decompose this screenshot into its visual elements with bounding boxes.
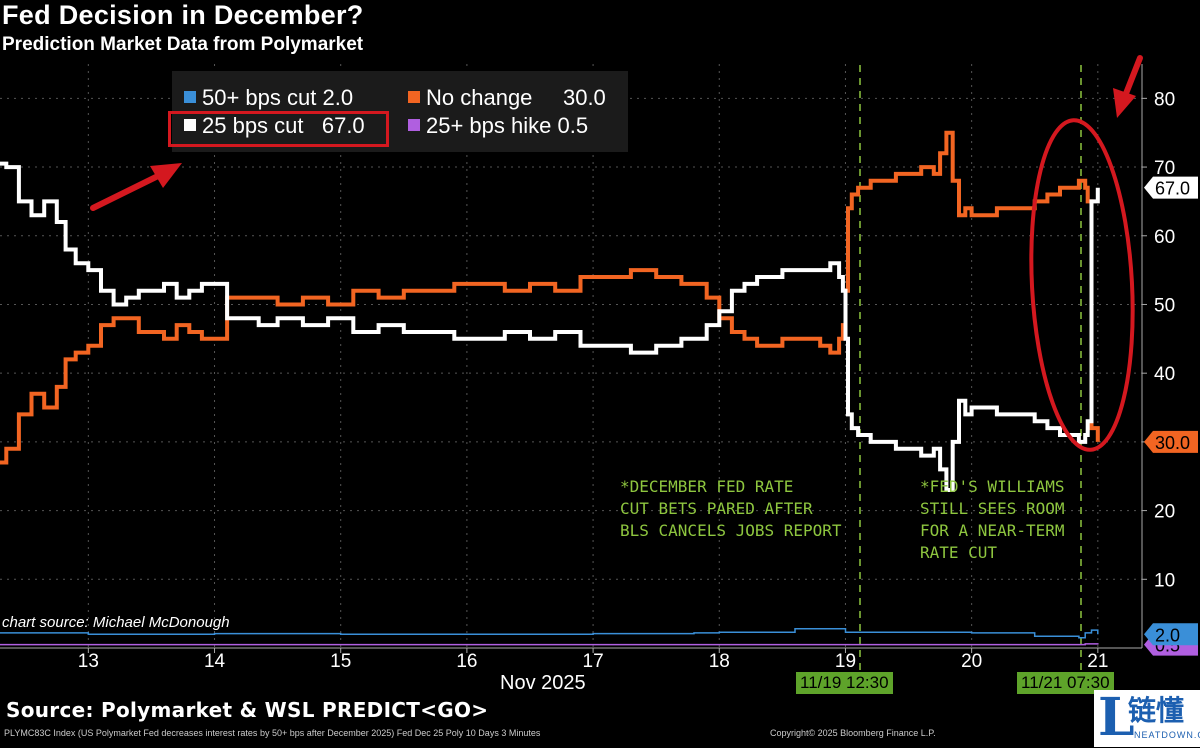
arrow-right [1113, 55, 1143, 118]
x-tick-label-20: 20 [961, 651, 982, 672]
chart-subtitle: Prediction Market Data from Polymarket [2, 34, 364, 55]
last-value-tag-bg-cut25 [1144, 176, 1198, 199]
y-tick-label-20: 20 [1154, 502, 1175, 523]
last-value-tag-bg-no_change [1144, 430, 1198, 453]
x-tick-label-15: 15 [330, 651, 351, 672]
highlight-ellipse [1029, 118, 1135, 452]
last-value-tag-text-no_change: 30.0 [1155, 433, 1190, 453]
x-tick-label-18: 18 [709, 651, 730, 672]
series-line-cut25 [0, 161, 1100, 492]
highlight-marks [90, 55, 1143, 452]
event-tag-nov19: 11/19 12:30 [796, 672, 893, 694]
last-value-tag-no_change: 30.0 [1144, 430, 1198, 453]
watermark-subtext: NEATDOWN.COM [1134, 730, 1200, 740]
series-line-hike25 [0, 643, 1099, 646]
arrow-left [90, 163, 182, 211]
chart-series [0, 130, 1100, 646]
event-lines [859, 65, 1082, 670]
y-tick-label-70: 70 [1154, 158, 1175, 179]
annotation-bls-jobs-report: *DECEMBER FED RATE CUT BETS PARED AFTER … [620, 477, 842, 540]
chart-title: Fed Decision in December? [2, 0, 364, 30]
last-value-tag-cut25: 67.0 [1144, 176, 1198, 199]
x-tick-label-13: 13 [78, 651, 99, 672]
legend-item-25bps-cut: 25 bps cut 67.0 [184, 113, 365, 139]
legend-item-no-change: No change 30.0 [408, 85, 606, 111]
last-value-tag-text-cut25: 67.0 [1155, 179, 1190, 199]
last-value-tag-text-cut50: 2.0 [1155, 625, 1180, 645]
chart-ticks: 1020304050607080131415161718192021 [78, 89, 1175, 672]
y-tick-label-80: 80 [1154, 89, 1175, 110]
legend-swatch-orange [408, 91, 420, 103]
y-tick-label-60: 60 [1154, 227, 1175, 248]
annotation-williams: *FED'S WILLIAMS STILL SEES ROOM FOR A NE… [920, 477, 1065, 562]
chart-source-note: chart source: Michael McDonough [2, 614, 230, 631]
chart-axes [0, 64, 1143, 649]
y-tick-label-40: 40 [1154, 364, 1175, 385]
watermark-badge: L 链懂 NEATDOWN.COM [1094, 690, 1200, 747]
y-tick-label-50: 50 [1154, 295, 1175, 316]
series-line-cut50 [0, 628, 1099, 639]
legend-highlight-box [168, 111, 389, 147]
x-tick-label-16: 16 [456, 651, 477, 672]
y-tick-label-10: 10 [1154, 570, 1175, 591]
copyright: Copyright© 2025 Bloomberg Finance L.P. [770, 728, 936, 738]
legend-item-50bps-cut: 50+ bps cut 2.0 [184, 85, 353, 111]
x-axis-month-label: Nov 2025 [500, 672, 586, 694]
watermark-text: 链懂 [1128, 695, 1185, 726]
legend-item-25bps-hike: 25+ bps hike 0.5 [408, 113, 588, 139]
last-value-tag-bg-cut50 [1144, 623, 1198, 646]
index-description: PLYMC83C Index (US Polymarket Fed decrea… [4, 728, 541, 738]
legend-swatch-white [184, 119, 196, 131]
x-tick-label-14: 14 [204, 651, 226, 672]
event-tag-nov21: 11/21 07:30 [1017, 672, 1114, 694]
legend-swatch-blue [184, 91, 196, 103]
x-tick-label-17: 17 [583, 651, 604, 672]
legend: 50+ bps cut 2.0 No change 30.0 25 bps cu… [172, 71, 628, 152]
source-line: Source: Polymarket & WSL PREDICT<GO> [6, 698, 489, 722]
watermark-logo-icon: L [1098, 687, 1135, 748]
x-tick-label-19: 19 [835, 651, 856, 672]
last-value-tag-cut50: 2.0 [1144, 623, 1198, 646]
x-tick-label-21: 21 [1087, 651, 1108, 672]
legend-swatch-purple [408, 119, 420, 131]
last-value-tags: 67.030.00.52.0 [1144, 176, 1198, 656]
